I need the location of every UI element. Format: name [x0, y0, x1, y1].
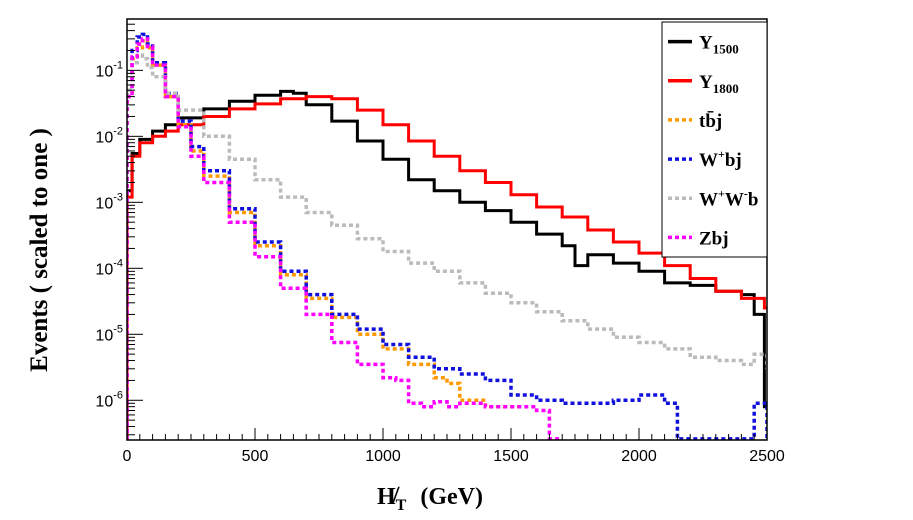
y-tick-label: 10-4	[95, 257, 123, 278]
tick-layer: 0 500 1000 1500 2000 2500 10-6 10-5 10-4 10-3 10-2…	[95, 23, 785, 465]
legend-label-5: Zbj	[699, 228, 729, 249]
x-axis-label: H̸T (GeV)	[377, 484, 483, 514]
x-tick-label: 2000	[621, 448, 657, 465]
series-line-2	[127, 39, 521, 440]
x-tick-label: 0	[123, 448, 132, 465]
y-tick-label: 10-2	[95, 125, 123, 146]
legend-box	[661, 21, 768, 258]
y-tick-label: 10-1	[95, 59, 123, 80]
legend-label-2: tb̄j	[699, 110, 722, 132]
y-tick-label: 10-3	[95, 191, 123, 212]
legend-label-0: Y1500	[699, 33, 739, 57]
x-tick-label: 1500	[493, 448, 529, 465]
x-axis-label-sub: T	[396, 497, 407, 514]
series-line-3	[127, 32, 767, 440]
x-tick-label: 1000	[365, 448, 401, 465]
series-line-4	[127, 53, 767, 440]
x-axis-label-main: H̸	[377, 484, 401, 510]
y-axis-label: Events ( scaled to one )	[26, 128, 53, 372]
x-tick-label: 2500	[749, 448, 785, 465]
legend-label-4: W+W-b	[699, 186, 758, 210]
legend-label-3: W+bj	[699, 147, 742, 171]
x-tick-label: 500	[242, 448, 269, 465]
y-tick-label: 10-6	[95, 389, 123, 410]
y-tick-label: 10-5	[95, 323, 123, 344]
svg-text:H̸T(GeV): H̸T (GeV)	[377, 484, 483, 514]
series-line-5	[127, 37, 560, 440]
legend: Y1500 Y1800 tb̄j W+bj W+W-b Zbj	[661, 21, 768, 258]
x-axis-label-unit: (GeV)	[420, 484, 483, 510]
legend-label-1: Y1800	[699, 72, 739, 96]
